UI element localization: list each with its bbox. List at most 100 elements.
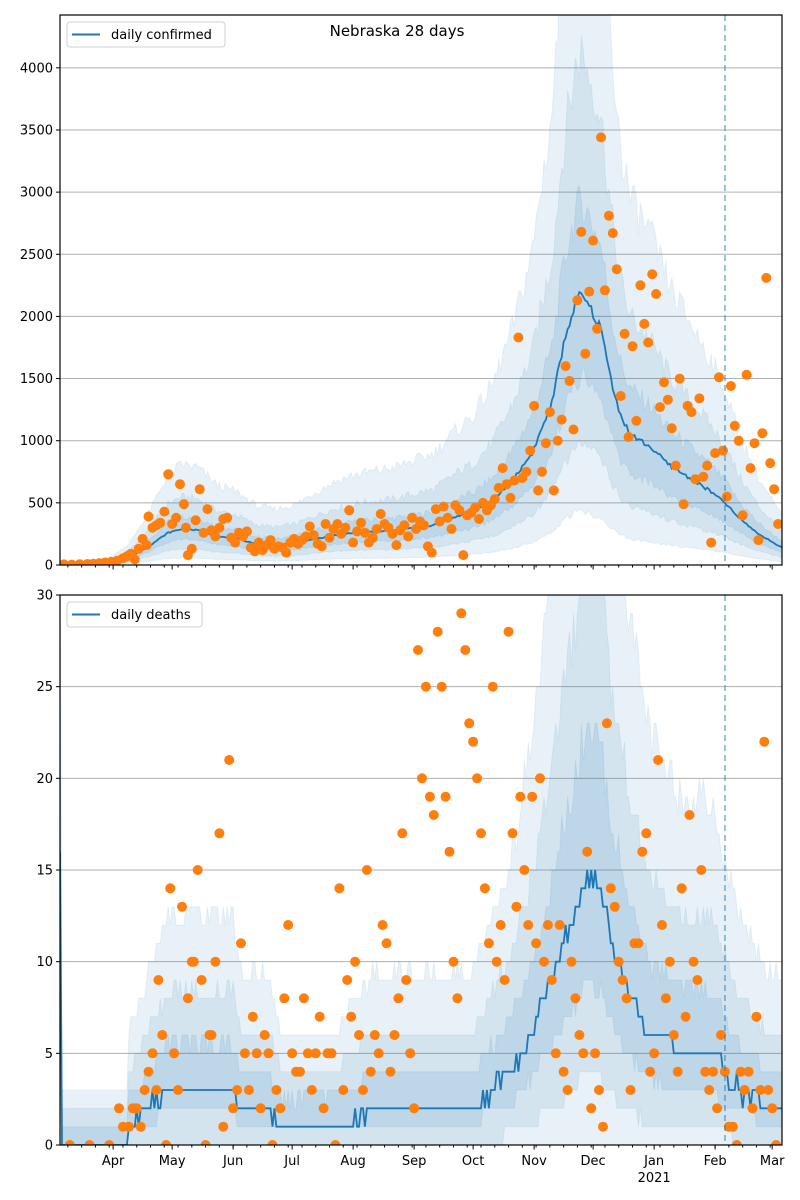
data-point xyxy=(537,466,547,477)
data-point xyxy=(745,463,756,474)
data-point xyxy=(751,1011,762,1022)
data-point xyxy=(562,1085,573,1095)
data-point xyxy=(560,361,571,372)
data-point xyxy=(169,1048,180,1059)
data-point xyxy=(733,435,744,446)
data-point xyxy=(529,400,540,411)
data-point xyxy=(696,865,707,875)
data-point xyxy=(505,492,516,503)
data-point xyxy=(436,681,447,692)
data-point xyxy=(352,526,363,537)
data-point xyxy=(316,541,327,552)
data-point xyxy=(249,546,260,557)
deaths-panel: 0 5 10 15 20 25 30 Apr May Jun Jul Aug Sep Oct Nov Dec J… xyxy=(36,589,785,1187)
band-2 xyxy=(60,595,782,1145)
data-point xyxy=(310,1048,321,1059)
data-point xyxy=(430,504,441,515)
data-point xyxy=(131,1103,142,1114)
data-point xyxy=(375,509,386,519)
data-point xyxy=(214,522,225,533)
y-tick-label: 15 xyxy=(36,864,53,879)
data-point xyxy=(546,975,557,985)
data-point xyxy=(373,1048,384,1059)
data-point xyxy=(664,956,675,967)
data-point xyxy=(700,1066,711,1077)
data-point xyxy=(572,295,583,306)
data-point xyxy=(177,901,187,912)
data-point xyxy=(426,547,437,558)
data-point xyxy=(196,975,207,985)
data-point xyxy=(489,494,500,505)
data-point xyxy=(564,376,575,386)
data-point xyxy=(574,1030,585,1040)
data-point xyxy=(320,519,331,529)
data-point xyxy=(718,445,728,456)
data-point xyxy=(523,920,534,930)
data-point xyxy=(594,1085,604,1095)
data-point xyxy=(617,975,628,985)
data-point xyxy=(542,920,553,930)
data-point xyxy=(64,1140,75,1145)
x-tick-label: Aug xyxy=(340,1154,365,1169)
data-point xyxy=(371,524,382,534)
data-point xyxy=(690,474,701,485)
data-point xyxy=(499,975,510,985)
data-point xyxy=(452,993,463,1004)
data-point xyxy=(767,1103,778,1114)
data-point xyxy=(338,1085,349,1095)
data-point xyxy=(460,645,471,655)
data-point xyxy=(698,471,709,482)
data-point xyxy=(686,407,697,418)
data-point xyxy=(641,828,652,839)
data-point xyxy=(377,920,388,930)
data-point xyxy=(434,516,445,527)
data-point xyxy=(369,1030,380,1040)
data-point xyxy=(627,341,638,352)
band-1 xyxy=(60,35,782,565)
data-point xyxy=(259,1030,270,1040)
data-point xyxy=(735,1066,746,1077)
data-point xyxy=(147,1048,158,1059)
y-tick-label: 30 xyxy=(36,589,53,604)
data-point xyxy=(596,132,606,143)
data-point xyxy=(649,1048,660,1059)
data-point xyxy=(483,938,494,949)
data-point xyxy=(442,512,453,523)
data-point xyxy=(192,865,203,875)
data-point xyxy=(391,540,402,551)
data-point xyxy=(135,1121,146,1132)
data-point xyxy=(344,505,355,516)
data-point xyxy=(659,377,669,388)
data-point xyxy=(643,337,654,348)
data-point xyxy=(194,484,205,495)
data-point xyxy=(143,1066,154,1077)
data-point xyxy=(161,1140,172,1145)
data-point xyxy=(668,1030,679,1040)
data-point xyxy=(605,883,616,894)
data-point xyxy=(318,1103,329,1114)
data-point xyxy=(356,517,366,528)
data-point xyxy=(743,1066,754,1077)
data-point xyxy=(655,402,665,413)
data-point xyxy=(474,514,484,524)
data-point xyxy=(692,975,703,985)
data-point xyxy=(704,1085,715,1095)
data-point xyxy=(279,993,290,1004)
data-point xyxy=(298,993,309,1004)
data-point xyxy=(479,883,490,894)
x-tick-label: Oct xyxy=(462,1154,484,1169)
data-point xyxy=(540,438,551,449)
data-point xyxy=(472,773,483,784)
data-point xyxy=(222,512,233,523)
data-point xyxy=(367,532,378,543)
data-point xyxy=(198,527,209,538)
data-point xyxy=(361,865,372,875)
data-point xyxy=(387,528,398,539)
data-point xyxy=(210,956,221,967)
data-point xyxy=(761,272,772,283)
data-point xyxy=(757,428,768,439)
data-point xyxy=(243,1085,254,1095)
y-tick-label: 1000 xyxy=(20,434,53,449)
data-point xyxy=(263,1048,274,1059)
legend-box xyxy=(66,21,226,48)
